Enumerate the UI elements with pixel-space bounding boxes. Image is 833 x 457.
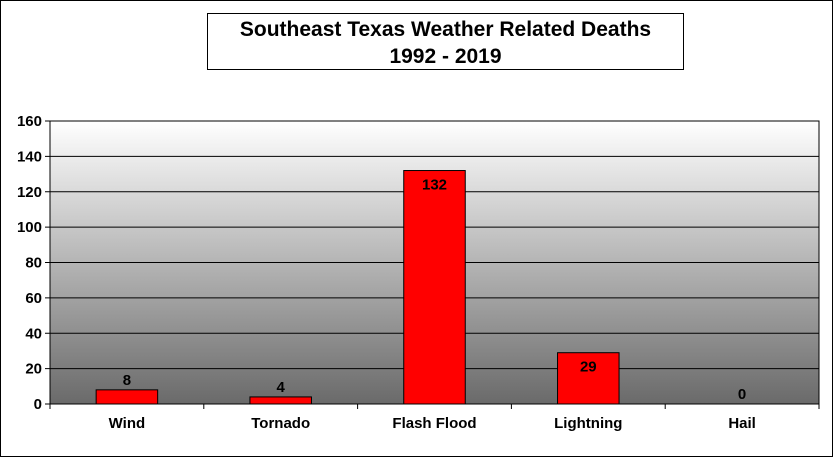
y-tick-label: 60 bbox=[25, 290, 42, 307]
x-category-label: Wind bbox=[109, 415, 146, 432]
y-tick-label: 0 bbox=[34, 396, 42, 413]
y-tick-label: 120 bbox=[17, 184, 42, 201]
y-tick-label: 140 bbox=[17, 148, 42, 165]
data-label: 4 bbox=[277, 379, 286, 396]
y-tick-label: 100 bbox=[17, 219, 42, 236]
data-label: 29 bbox=[580, 359, 597, 376]
x-category-label: Hail bbox=[728, 415, 756, 432]
chart-title-box: Southeast Texas Weather Related Deaths 1… bbox=[207, 13, 684, 70]
y-tick-label: 20 bbox=[25, 361, 42, 378]
y-tick-label: 40 bbox=[25, 325, 42, 342]
chart-title: Southeast Texas Weather Related Deaths bbox=[239, 18, 652, 41]
x-category-label: Lightning bbox=[554, 415, 622, 432]
data-label: 0 bbox=[738, 386, 746, 403]
data-label: 132 bbox=[422, 177, 447, 194]
data-labels: 8 4 132 29 0 bbox=[123, 177, 747, 403]
chart-subtitle: 1992 - 2019 bbox=[389, 45, 502, 68]
y-tick-label: 80 bbox=[25, 255, 42, 272]
bar-tornado bbox=[249, 396, 312, 405]
x-axis: Wind Tornado Flash Flood Lightning Hail bbox=[49, 404, 820, 432]
bar-flash-flood bbox=[403, 170, 466, 405]
bar-lightning bbox=[557, 352, 620, 405]
y-tick-label: 160 bbox=[17, 113, 42, 130]
data-label: 8 bbox=[123, 372, 131, 389]
bar-wind bbox=[95, 389, 159, 405]
x-category-label: Tornado bbox=[251, 415, 310, 432]
x-category-label: Flash Flood bbox=[392, 415, 476, 432]
y-axis: 0 20 40 60 80 100 120 140 160 bbox=[17, 113, 51, 413]
bars bbox=[95, 170, 620, 405]
